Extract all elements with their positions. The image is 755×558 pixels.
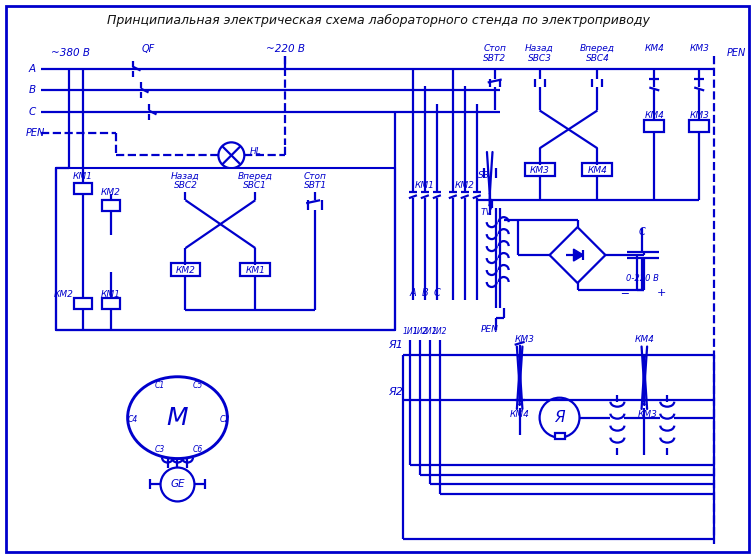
Text: КМ3: КМ3	[689, 111, 709, 120]
Text: Я1: Я1	[388, 340, 403, 350]
Text: C1: C1	[155, 381, 165, 390]
Bar	[644, 121, 664, 132]
Bar	[56, 169, 395, 330]
Text: SBC3: SBC3	[528, 54, 552, 63]
Text: C4: C4	[128, 415, 137, 424]
Text: 1И2: 1И2	[412, 328, 427, 336]
Bar	[689, 121, 709, 132]
Text: Вперед: Вперед	[238, 172, 273, 181]
Text: ~220 В: ~220 В	[266, 44, 305, 54]
Bar	[74, 298, 91, 309]
Text: 0-220 В: 0-220 В	[626, 273, 659, 282]
Text: C2: C2	[220, 415, 230, 424]
Text: М: М	[167, 406, 188, 430]
Text: КМ4: КМ4	[634, 335, 655, 344]
Text: SBC2: SBC2	[174, 181, 197, 190]
Text: PEN: PEN	[26, 128, 45, 138]
Text: КМ2: КМ2	[176, 266, 196, 275]
Text: КМ4: КМ4	[644, 44, 664, 53]
Text: GE: GE	[170, 479, 185, 489]
Bar	[102, 298, 119, 309]
Text: КМ4: КМ4	[510, 410, 529, 419]
Text: КМ4: КМ4	[644, 111, 664, 120]
Text: SBT2: SBT2	[483, 54, 507, 63]
Text: C5: C5	[193, 381, 202, 390]
Text: HL: HL	[249, 147, 261, 156]
Bar	[583, 163, 612, 176]
Text: КМ1: КМ1	[72, 172, 93, 181]
Text: КМ1: КМ1	[245, 266, 265, 275]
Text: ~380 В: ~380 В	[51, 47, 90, 57]
Text: Стоп: Стоп	[483, 44, 506, 53]
Bar	[525, 163, 555, 176]
Text: Назад: Назад	[525, 44, 554, 53]
Text: A: A	[29, 64, 36, 74]
Bar	[555, 432, 565, 439]
Text: PEN: PEN	[727, 47, 747, 57]
Text: 2И2: 2И2	[432, 328, 448, 336]
Text: SBC1: SBC1	[243, 181, 267, 190]
Text: PEN: PEN	[481, 325, 498, 334]
Bar	[240, 263, 270, 276]
Text: Назад: Назад	[171, 172, 200, 181]
Text: КМ4: КМ4	[587, 166, 607, 175]
Text: ─: ─	[621, 288, 627, 298]
Text: Я2: Я2	[388, 387, 403, 397]
Polygon shape	[574, 249, 584, 261]
Text: SB: SB	[478, 171, 490, 180]
Text: A: A	[410, 288, 416, 298]
Text: C: C	[433, 288, 440, 298]
Text: SBT1: SBT1	[304, 181, 327, 190]
Text: КМ1: КМ1	[100, 291, 121, 300]
Bar	[74, 183, 91, 194]
Text: КМ2: КМ2	[100, 187, 121, 197]
Text: КМ1: КМ1	[415, 181, 435, 190]
Text: КМ3: КМ3	[637, 410, 658, 419]
Text: Вперед: Вперед	[580, 44, 615, 53]
Text: B: B	[421, 288, 428, 298]
Bar	[171, 263, 200, 276]
Text: 1И1: 1И1	[402, 328, 418, 336]
Text: C: C	[29, 108, 36, 117]
Text: Я: Я	[554, 410, 565, 425]
Text: КМ2: КМ2	[54, 291, 74, 300]
Text: SBC4: SBC4	[586, 54, 609, 63]
Text: C6: C6	[193, 445, 202, 454]
Text: Принципиальная электрическая схема лабораторного стенда по электроприводу: Принципиальная электрическая схема лабор…	[106, 14, 649, 27]
Text: 2И1: 2И1	[422, 328, 438, 336]
Text: QF: QF	[142, 44, 156, 54]
Text: КМ2: КМ2	[455, 181, 475, 190]
Text: +: +	[657, 288, 666, 298]
Text: TV: TV	[481, 208, 493, 217]
Text: C: C	[639, 227, 646, 237]
Text: КМ3: КМ3	[530, 166, 550, 175]
Bar	[102, 200, 119, 211]
Text: C3: C3	[155, 445, 165, 454]
Text: B: B	[29, 85, 36, 95]
Text: КМ3: КМ3	[689, 44, 709, 53]
Text: КМ3: КМ3	[515, 335, 535, 344]
Text: Стоп: Стоп	[304, 172, 327, 181]
